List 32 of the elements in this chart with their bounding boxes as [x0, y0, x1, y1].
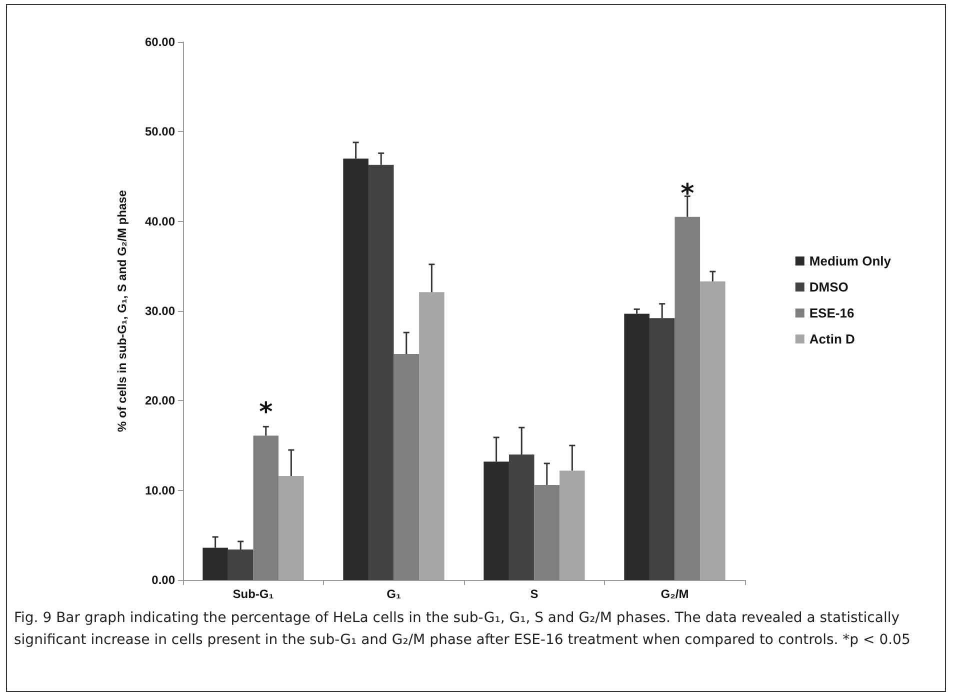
data-label: *: [680, 178, 695, 209]
legend-label: Medium Only: [809, 254, 892, 268]
bar: [700, 281, 726, 580]
bar: [649, 318, 675, 580]
y-tick-label: 20.00: [144, 394, 176, 408]
x-tick-label: G₂/M: [660, 587, 689, 601]
x-tick-label: S: [530, 587, 538, 601]
y-tick-label: 50.00: [144, 124, 176, 139]
bar: [534, 484, 560, 580]
bar: [394, 354, 420, 580]
x-tick-label: G₁: [386, 587, 401, 601]
bar: [624, 314, 650, 580]
bar: [560, 470, 585, 580]
y-axis-title: % of cells in sub-G₁, G₁, S and G₂/M phase: [115, 190, 129, 432]
y-tick-label: 40.00: [144, 214, 176, 228]
bar: [419, 292, 444, 580]
legend-label: ESE-16: [809, 306, 854, 320]
bar: [278, 476, 304, 580]
legend-label: Actin D: [809, 332, 855, 346]
bar: [674, 216, 700, 580]
bar: [228, 550, 254, 580]
x-tick-label: Sub-G₁: [232, 587, 274, 601]
legend-label: DMSO: [809, 280, 848, 294]
caption: Fig. 9 Bar graph indicating the percentage of HeLa cells in the sub-G₁, G₁, S and G₂/M phases. The data revealed a statistically significant increase in cells present in the sub-G₁ and G₂/M phase after ESE-16 treatment when compared to controls. *p < 0.05: [14, 609, 912, 650]
bar: [368, 164, 394, 580]
data-label: *: [259, 398, 274, 428]
bar: [253, 436, 279, 580]
y-tick-label: 60.00: [144, 35, 176, 49]
y-tick-label: 0.00: [152, 573, 176, 587]
bar: [508, 454, 534, 580]
y-tick-label: 10.00: [144, 483, 176, 498]
y-tick-label: 30.00: [144, 304, 176, 318]
